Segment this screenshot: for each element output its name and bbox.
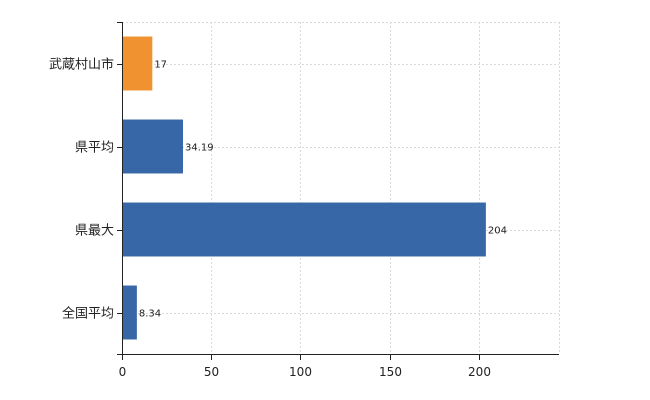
label-layer: 17 武蔵村山市 34.19 県平均 204 県最大 8.34 全国平均 0 50 100 150 20… [49,57,507,380]
y-category-label: 県平均 [75,141,114,156]
bar-layer [122,36,486,340]
bar-value-label: 34.19 [185,143,214,154]
y-category-label: 県最大 [75,224,114,239]
bar-1 [122,36,153,91]
bar-4 [122,285,137,340]
bar-3 [122,202,486,257]
axis-layer [117,22,559,360]
y-category-label: 全国平均 [62,306,114,322]
bar-value-label: 204 [488,226,507,237]
bar-2 [122,119,183,174]
x-tick-label: 200 [468,365,491,379]
x-tick-label: 50 [204,365,219,379]
x-tick-label: 150 [379,365,402,379]
x-tick-label: 0 [119,365,127,379]
grid-layer [122,22,560,354]
bar-value-label: 17 [154,60,167,71]
y-category-label: 武蔵村山市 [49,57,114,73]
bar-value-label: 8.34 [139,309,161,320]
x-tick-label: 100 [289,365,312,379]
